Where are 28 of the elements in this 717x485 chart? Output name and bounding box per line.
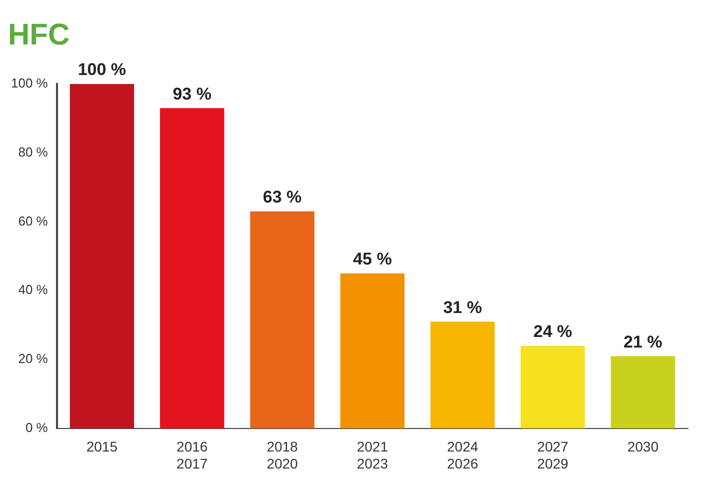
y-tick-label: 40 % [18,282,48,298]
x-tick-label: 2016 2017 [176,438,208,472]
x-tick-label: 2027 2029 [537,438,569,472]
data-label: 93 % [172,84,212,104]
bar [70,84,134,428]
chart-title: HFC [8,18,70,52]
x-tick-label: 2015 [86,438,118,455]
bar [520,346,585,428]
y-tick-label: 80 % [18,144,48,160]
y-tick-label: 20 % [18,351,48,366]
x-tick-label: 2021 2023 [356,438,388,472]
data-label: 63 % [262,188,302,207]
bar [160,108,224,428]
x-tick-label: 2018 2020 [266,438,298,472]
bar [250,211,314,428]
x-tick-label: 2024 2026 [447,438,478,472]
y-tick-label: 100 % [10,76,48,91]
y-tick-label: 0 % [25,420,48,435]
x-tick-label: 2030 [627,438,659,455]
bar [430,322,495,428]
data-label: 24 % [533,322,572,341]
data-label: 100 % [78,60,126,80]
data-label: 21 % [624,332,662,352]
bar [610,356,676,428]
data-label: 45 % [353,250,392,269]
y-tick-label: 60 % [18,213,48,228]
bar [340,273,405,428]
data-label: 31 % [443,298,482,317]
